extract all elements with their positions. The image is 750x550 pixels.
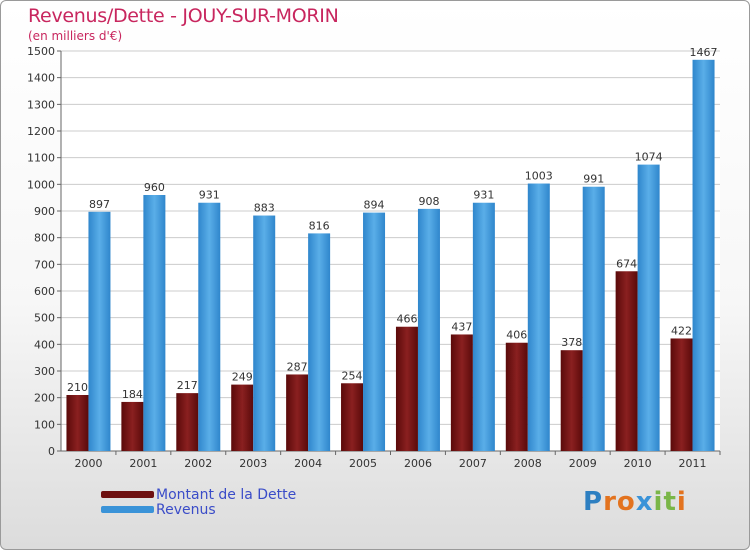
bar-debt	[670, 338, 693, 451]
y-tick-label: 100	[34, 418, 55, 431]
data-label-debt: 422	[671, 324, 692, 337]
bar-debt	[231, 384, 254, 451]
bar-revenue	[582, 186, 605, 451]
data-label-debt: 249	[232, 371, 253, 384]
y-tick-label: 0	[48, 445, 55, 458]
x-tick-label: 2003	[239, 457, 267, 470]
bar-revenue	[637, 164, 660, 451]
data-label-revenue: 883	[254, 202, 275, 215]
data-label-debt: 378	[561, 336, 582, 349]
chart-title: Revenus/Dette - JOUY-SUR-MORIN	[28, 5, 339, 27]
x-tick-label: 2004	[294, 457, 322, 470]
bar-revenue	[417, 208, 440, 451]
bar-debt	[395, 326, 418, 451]
bar-revenue	[363, 212, 386, 451]
legend-item-revenue: Revenus	[101, 501, 296, 518]
x-tick-label: 2002	[184, 457, 212, 470]
legend-item-debt: Montant de la Dette	[101, 486, 297, 503]
y-tick-label: 900	[34, 205, 55, 218]
y-tick-label: 1100	[27, 152, 55, 165]
logo-letter: x	[635, 487, 654, 517]
data-label-debt: 466	[396, 313, 417, 326]
proxiti-logo: Proxiti	[583, 487, 687, 517]
y-tick-label: 200	[34, 392, 55, 405]
bar-revenue	[143, 195, 166, 451]
data-label-debt: 254	[342, 369, 363, 382]
data-label-debt: 406	[506, 329, 527, 342]
x-tick-label: 2007	[459, 457, 487, 470]
bar-debt	[450, 334, 473, 451]
data-label-debt: 437	[451, 320, 472, 333]
bar-debt	[286, 374, 309, 451]
y-tick-label: 1000	[27, 178, 55, 191]
bar-debt	[66, 395, 89, 451]
chart-subtitle: (en milliers d'€)	[28, 29, 123, 43]
data-label-debt: 217	[177, 379, 198, 392]
bar-revenue	[253, 215, 276, 451]
logo-letter: P	[583, 487, 604, 517]
x-tick-label: 2006	[404, 457, 432, 470]
x-tick-label: 2010	[624, 457, 652, 470]
y-tick-label: 400	[34, 338, 55, 351]
x-tick-label: 2008	[514, 457, 542, 470]
bar-debt	[121, 401, 144, 451]
bar-debt	[615, 271, 638, 451]
bar-debt	[505, 342, 528, 451]
logo-letter: r	[603, 487, 617, 517]
data-label-revenue: 908	[418, 195, 439, 208]
data-label-revenue: 816	[309, 219, 330, 232]
bar-debt	[341, 383, 364, 451]
bar-revenue	[308, 233, 331, 451]
x-tick-label: 2011	[679, 457, 707, 470]
logo-letter: o	[616, 487, 636, 517]
data-label-revenue: 1003	[525, 170, 553, 183]
bar-revenue	[527, 183, 550, 452]
data-label-debt: 287	[287, 360, 308, 373]
y-tick-label: 1300	[27, 98, 55, 111]
legend-swatch-revenue	[101, 506, 154, 513]
bar-revenue	[692, 59, 715, 452]
logo-letter: t	[663, 487, 677, 517]
bar-revenue	[198, 202, 221, 451]
bar-revenue	[472, 202, 495, 451]
bar-revenue	[88, 211, 111, 451]
y-tick-label: 1500	[27, 45, 55, 58]
data-label-debt: 210	[67, 381, 88, 394]
data-label-revenue: 960	[144, 181, 165, 194]
bar-debt	[560, 350, 583, 451]
x-tick-label: 2000	[74, 457, 102, 470]
logo-letter: i	[676, 487, 687, 517]
x-tick-label: 2001	[129, 457, 157, 470]
legend-label-revenue: Revenus	[156, 501, 216, 518]
data-label-revenue: 1467	[690, 46, 718, 59]
x-tick-label: 2005	[349, 457, 377, 470]
x-tick-label: 2009	[569, 457, 597, 470]
logo-letter: i	[653, 487, 664, 517]
bar-debt	[176, 393, 199, 451]
y-tick-label: 700	[34, 258, 55, 271]
legend-swatch-debt	[101, 491, 154, 498]
data-label-revenue: 931	[473, 189, 494, 202]
plot-area	[61, 51, 720, 451]
data-label-revenue: 991	[583, 173, 604, 186]
data-label-revenue: 897	[89, 198, 110, 211]
y-tick-label: 500	[34, 312, 55, 325]
y-tick-label: 300	[34, 365, 55, 378]
legend: Montant de la Dette Revenus	[101, 486, 297, 518]
data-label-revenue: 931	[199, 189, 220, 202]
y-tick-label: 800	[34, 232, 55, 245]
data-label-revenue: 1074	[635, 151, 663, 164]
y-tick-label: 600	[34, 285, 55, 298]
data-label-debt: 674	[616, 257, 637, 270]
legend-label-debt: Montant de la Dette	[156, 486, 297, 503]
data-label-revenue: 894	[364, 199, 385, 212]
y-tick-label: 1200	[27, 125, 55, 138]
y-tick-label: 1400	[27, 72, 55, 85]
data-label-debt: 184	[122, 388, 143, 401]
